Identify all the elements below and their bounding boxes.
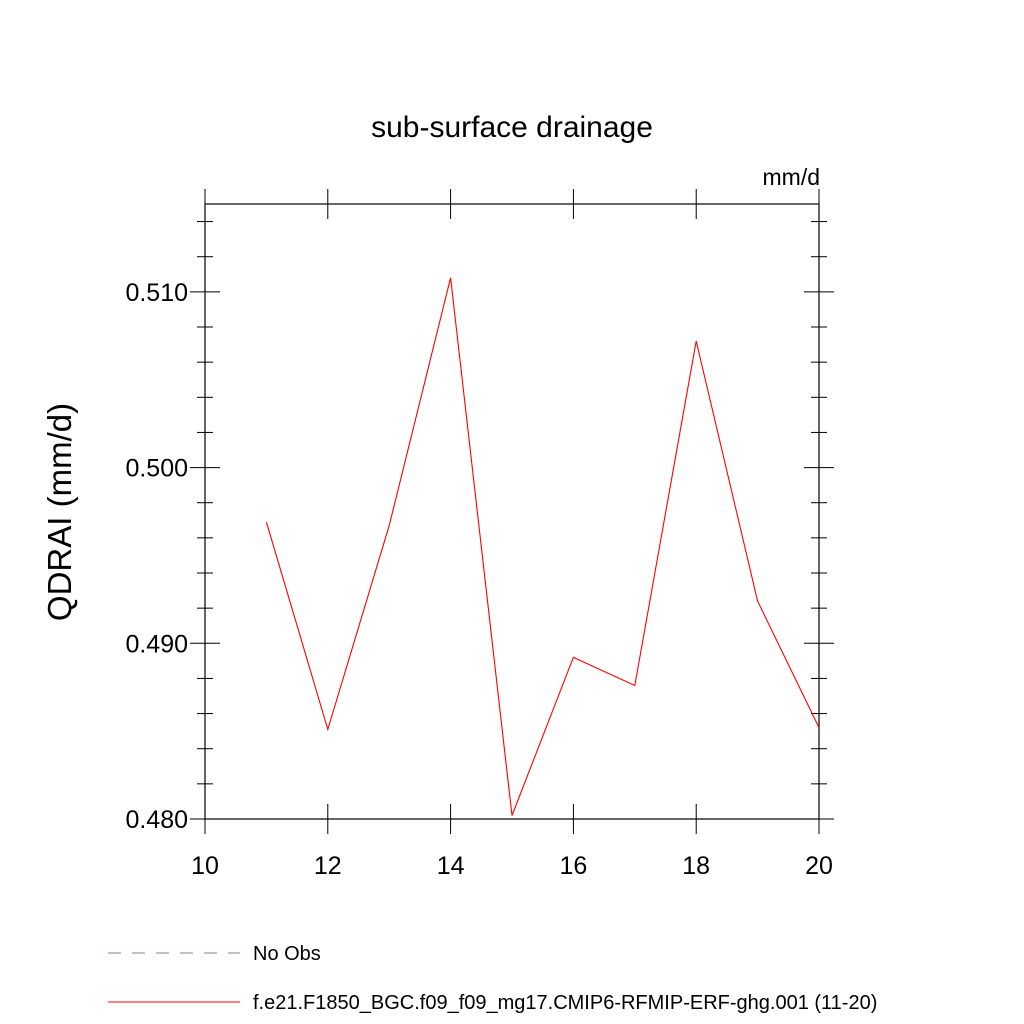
axis-ticks: 10 12 14 16 18 20 0.480 0.490 0.500 0.510 <box>125 189 834 880</box>
legend-label: f.e21.F1850_BGC.f09_f09_mg17.CMIP6-RFMIP… <box>253 992 877 1014</box>
y-tick-label: 0.490 <box>125 630 188 658</box>
series-lines <box>265 277 820 816</box>
x-tick-label: 18 <box>682 852 710 880</box>
x-tick-label: 14 <box>437 852 465 880</box>
y-tick-label: 0.510 <box>125 279 188 307</box>
plot-frame <box>204 203 820 820</box>
x-tick-label: 10 <box>191 852 219 880</box>
y-axis-label: QDRAI (mm/d) <box>41 403 78 621</box>
y-tick-label: 0.500 <box>125 455 188 483</box>
x-tick-label: 16 <box>559 852 587 880</box>
y-tick-label: 0.480 <box>125 806 188 834</box>
x-tick-label: 12 <box>314 852 342 880</box>
units-label: mm/d <box>763 164 821 190</box>
legend: No Obs f.e21.F1850_BGC.f09_f09_mg17.CMIP6… <box>108 943 877 1014</box>
chart-title: sub-surface drainage <box>371 111 653 144</box>
series-line <box>265 277 820 816</box>
x-tick-label: 20 <box>805 852 833 880</box>
legend-label: No Obs <box>253 943 321 965</box>
